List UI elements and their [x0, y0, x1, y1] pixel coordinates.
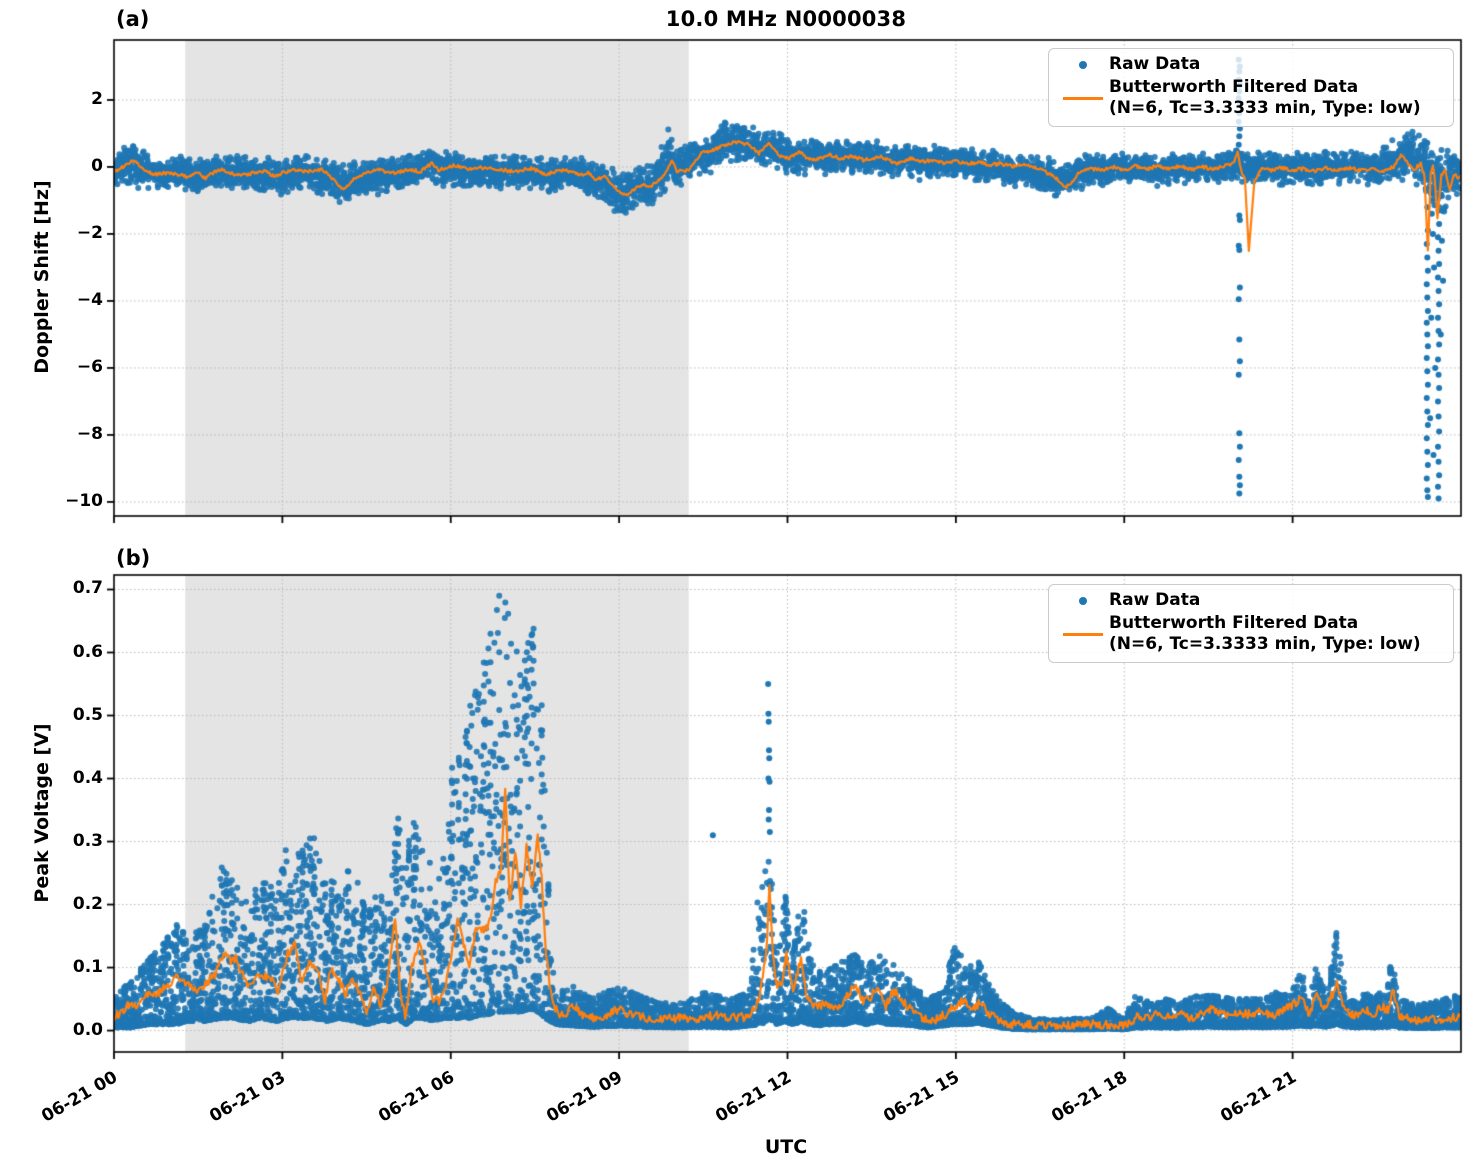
legend-raw-label: Raw Data [1109, 54, 1201, 74]
legend-filtered-label-line2: (N=6, Tc=3.3333 min, Type: low) [1109, 98, 1421, 118]
panel-b-label: (b) [116, 546, 151, 570]
legend-filtered-label: Butterworth Filtered Data (N=6, Tc=3.3333… [1109, 77, 1421, 119]
legend-entry-filtered: Butterworth Filtered Data (N=6, Tc=3.3333… [1057, 613, 1445, 655]
y-tick-label-panel-a: −10 [65, 490, 103, 511]
legend-entry-filtered: Butterworth Filtered Data (N=6, Tc=3.3333… [1057, 77, 1445, 119]
raw-data-dot-icon [1079, 596, 1087, 605]
y-tick-label-panel-a: 0 [91, 155, 103, 176]
y-tick-label-panel-b: 0.6 [72, 641, 103, 662]
x-axis-label: UTC [764, 1136, 808, 1158]
legend-filtered-label: Butterworth Filtered Data (N=6, Tc=3.3333… [1109, 613, 1421, 655]
y-tick-label-panel-a: −4 [76, 289, 103, 310]
y-tick-label-panel-b: 0.1 [72, 956, 103, 977]
legend-filtered-label-line1: Butterworth Filtered Data [1109, 613, 1359, 633]
legend-filtered-label-line2: (N=6, Tc=3.3333 min, Type: low) [1109, 634, 1421, 654]
y-tick-label-panel-a: −6 [76, 356, 103, 377]
raw-data-marker-cell [1057, 60, 1109, 69]
raw-data-dot-icon [1079, 60, 1087, 69]
panel-a-label: (a) [116, 7, 150, 31]
y-tick-label-panel-b: 0.0 [72, 1019, 103, 1040]
y-axis-label-doppler: Doppler Shift [Hz] [31, 180, 53, 374]
y-tick-label-panel-a: 2 [91, 88, 103, 109]
legend-entry-raw: Raw Data [1057, 590, 1445, 611]
legend-panel-b: Raw Data Butterworth Filtered Data (N=6, … [1048, 584, 1454, 663]
y-tick-label-panel-b: 0.2 [72, 893, 103, 914]
figure-title: 10.0 MHz N0000038 [665, 7, 907, 31]
y-axis-label-voltage: Peak Voltage [V] [31, 723, 53, 903]
y-tick-label-panel-a: −2 [76, 222, 103, 243]
filtered-line-icon [1063, 632, 1103, 636]
y-tick-label-panel-b: 0.3 [72, 830, 103, 851]
filtered-line-marker-cell [1057, 96, 1109, 100]
legend-raw-label: Raw Data [1109, 590, 1201, 610]
legend-entry-raw: Raw Data [1057, 54, 1445, 75]
y-tick-label-panel-a: −8 [76, 423, 103, 444]
filtered-line-icon [1063, 96, 1103, 100]
y-tick-label-panel-b: 0.7 [72, 578, 103, 599]
raw-data-marker-cell [1057, 596, 1109, 605]
legend-filtered-label-line1: Butterworth Filtered Data [1109, 77, 1359, 97]
filtered-line-marker-cell [1057, 632, 1109, 636]
y-tick-label-panel-b: 0.5 [72, 704, 103, 725]
y-tick-label-panel-b: 0.4 [72, 767, 103, 788]
legend-panel-a: Raw Data Butterworth Filtered Data (N=6, … [1048, 48, 1454, 127]
